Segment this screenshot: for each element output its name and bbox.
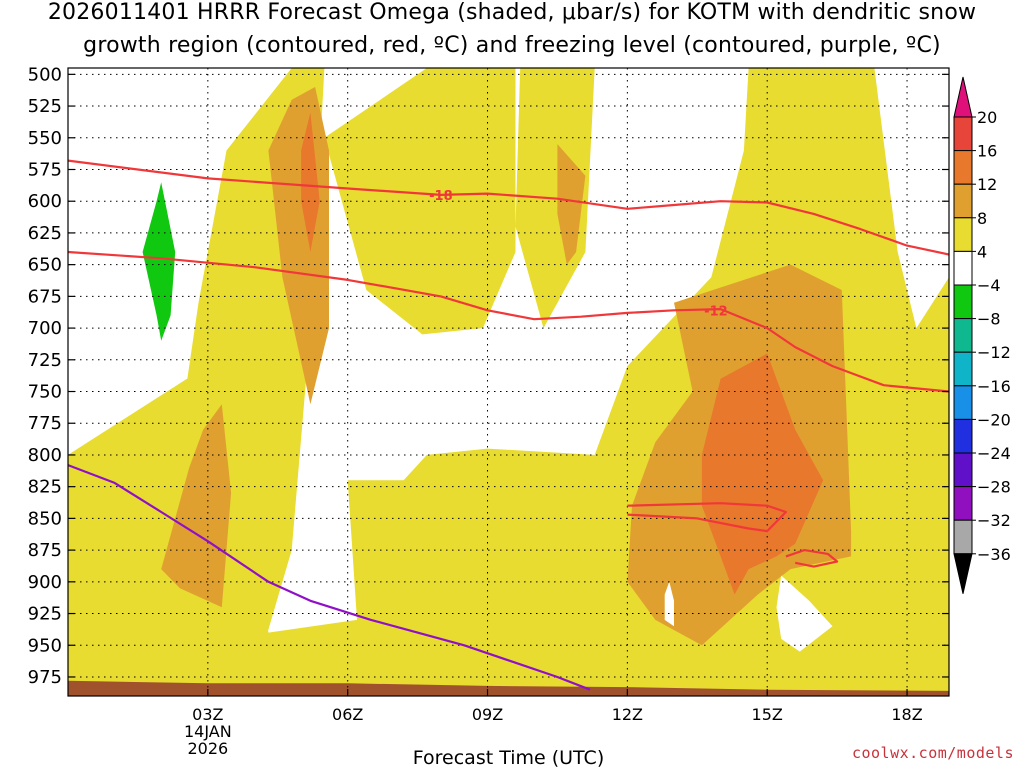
x-tick-label-03Z: 03Z (192, 705, 223, 724)
colorbar-cell-0 (953, 116, 973, 152)
y-tick-label-900: 900 (28, 572, 62, 593)
y-tick-label-725: 725 (28, 350, 62, 371)
y-tick-label-800: 800 (28, 445, 62, 466)
colorbar-cell-4 (953, 250, 973, 286)
y-tick-label-600: 600 (28, 191, 62, 212)
grid-lines (68, 68, 949, 696)
y-axis: 500 525 550 575 600 625 650 675 700 725 750 775 800 8… (28, 64, 949, 688)
credit-text: coolwx.com/models (851, 744, 1014, 762)
colorbar-label-3: 8 (977, 209, 987, 228)
colorbar-cell-9 (953, 418, 973, 454)
region-omega-8-12-2 (161, 404, 232, 608)
y-tick-label-750: 750 (28, 382, 62, 403)
y-tick-label-700: 700 (28, 318, 62, 339)
region-ground (68, 680, 949, 696)
x-tick-label-18Z: 18Z (891, 705, 922, 724)
colorbar-cell-5 (953, 284, 973, 320)
region-omega-4-8-2 (324, 68, 516, 335)
colorbar-label-2: 12 (977, 175, 997, 194)
x-tick-date-03Z: 14JAN (184, 722, 232, 741)
y-tick-label-550: 550 (28, 128, 62, 149)
colorbar: 20 16 12 8 4 −4 −8 −12 −16 −20 −24 −28 −32 −36 (953, 76, 1011, 594)
colorbar-label-1: 16 (977, 142, 997, 161)
region-omega-white-2 (664, 581, 674, 627)
red-contour-label-1: -12 (704, 304, 728, 319)
colorbar-bottom-triangle (953, 553, 973, 594)
red-contour-2 (627, 502, 788, 533)
y-tick-label-925: 925 (28, 604, 62, 625)
colorbar-cell-6 (953, 318, 973, 353)
x-tick-year-03Z: 2026 (187, 739, 228, 758)
x-tick-label-12Z: 12Z (612, 705, 643, 724)
colorbar-cell-3 (953, 217, 973, 252)
purple-contour-0 (68, 464, 591, 691)
colorbar-label-11: −28 (977, 478, 1011, 497)
chart-title-line-1: 2026011401 HRRR Forecast Omega (shaded, … (47, 0, 977, 25)
colorbar-label-0: 20 (977, 108, 997, 127)
y-tick-label-875: 875 (28, 540, 62, 561)
y-tick-label-525: 525 (28, 96, 62, 117)
colorbar-label-12: −32 (977, 511, 1011, 530)
y-tick-label-975: 975 (28, 667, 62, 688)
colorbar-label-9: −20 (977, 410, 1011, 429)
colorbar-cell-1 (953, 150, 973, 185)
colorbar-label-13: −36 (977, 545, 1011, 564)
colorbar-label-6: −8 (977, 310, 1001, 329)
plot-frame (67, 67, 950, 697)
x-tick-label-06Z: 06Z (332, 705, 363, 724)
contours: -18 -12 (68, 159, 949, 691)
red-contour-0 (68, 159, 949, 256)
colorbar-cell-10 (953, 452, 973, 488)
region-omega-white-1 (776, 575, 833, 652)
y-tick-label-775: 775 (28, 413, 62, 434)
red-contour-3 (785, 548, 839, 568)
region-omega-8-12-3 (557, 144, 586, 265)
y-tick-label-575: 575 (28, 159, 62, 180)
colorbar-cell-7 (953, 351, 973, 387)
red-contour-1 (68, 250, 949, 393)
region-omega-green (142, 182, 176, 341)
x-tick-label-15Z: 15Z (752, 705, 783, 724)
red-contour-label-0: -18 (429, 189, 453, 204)
colorbar-label-5: −4 (977, 276, 1001, 295)
colorbar-label-8: −16 (977, 377, 1011, 396)
colorbar-cell-8 (953, 385, 973, 420)
colorbar-cell-12 (953, 519, 973, 555)
y-tick-label-825: 825 (28, 477, 62, 498)
y-tick-label-675: 675 (28, 286, 62, 307)
chart-title-line-2: growth region (contoured, red, ºC) and f… (83, 33, 941, 58)
y-tick-label-950: 950 (28, 635, 62, 656)
colorbar-cell-2 (953, 183, 973, 219)
colorbar-label-7: −12 (977, 343, 1011, 362)
region-omega-12-16-2 (701, 353, 824, 595)
colorbar-cell-11 (953, 486, 973, 521)
y-tick-label-500: 500 (28, 64, 62, 85)
colorbar-label-4: 4 (977, 242, 987, 261)
region-omega-12-16-1 (301, 112, 320, 253)
colorbar-label-10: −24 (977, 444, 1011, 463)
y-tick-label-650: 650 (28, 255, 62, 276)
omega-shading (68, 68, 949, 696)
x-tick-label-09Z: 09Z (472, 705, 503, 724)
y-tick-label-850: 850 (28, 508, 62, 529)
colorbar-top-triangle (953, 76, 973, 118)
y-tick-label-625: 625 (28, 223, 62, 244)
x-axis-label: Forecast Time (UTC) (413, 747, 604, 768)
